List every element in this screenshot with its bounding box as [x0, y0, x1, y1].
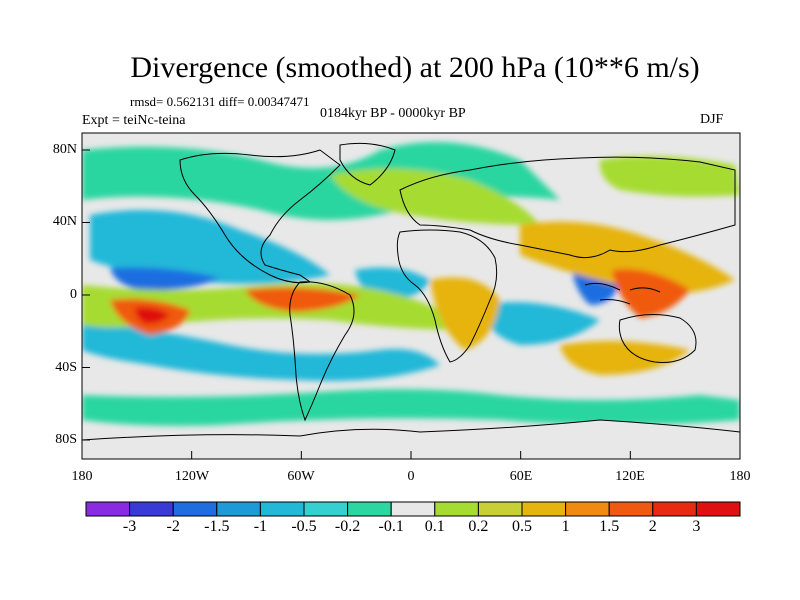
lat-label-80s: 80S: [55, 432, 77, 447]
pos-region-arctic: [599, 156, 740, 197]
coast-north-america: [179, 149, 341, 284]
colorbar-label: -1.5: [204, 518, 230, 535]
colorbar-label: -3: [122, 518, 137, 535]
colorbar-swatch: [172, 501, 218, 517]
lon-label-120w: 120W: [174, 469, 210, 484]
colorbar-swatch: [390, 501, 436, 517]
neg-region-pacific-eq: [110, 267, 220, 291]
colorbar-label: 0.2: [468, 518, 489, 535]
coast-eurasia: [399, 156, 736, 259]
colorbar-label: 3: [692, 518, 701, 535]
colorbar-label: 1: [561, 518, 570, 535]
colorbar-label: 1.5: [599, 518, 620, 535]
period-text: 0184kyr BP - 0000kyr BP: [320, 106, 466, 121]
coast-south-america: [289, 281, 355, 422]
lon-label-60e: 60E: [509, 469, 533, 484]
pos-region-asia: [520, 221, 735, 294]
colorbar-label: 0.5: [512, 518, 532, 535]
coast-greenland: [339, 142, 396, 186]
colorbar-swatch: [259, 501, 305, 517]
colorbar-label: -0.2: [334, 518, 361, 535]
plot-title: Divergence (smoothed) at 200 hPa (10**6 …: [130, 51, 700, 84]
pos-region-south-indian: [560, 341, 690, 375]
pos-region-north: [330, 168, 540, 225]
divergence-field: [82, 133, 740, 459]
colorbar-label: -1: [253, 518, 268, 535]
stats-text: rmsd= 0.562131 diff= 0.00347471: [130, 94, 310, 109]
pos-region-africa: [430, 277, 500, 350]
pos-region-south-pacific-core: [135, 307, 170, 325]
colorbar-swatch: [129, 501, 174, 517]
lat-label-40s: 40S: [55, 360, 77, 375]
coast-indonesia: [584, 282, 661, 305]
lat-tick-marks: [82, 149, 90, 441]
colorbar-swatch: [565, 501, 610, 517]
lon-label-180e: 180: [729, 469, 751, 484]
neg-region-south-pacific: [82, 320, 440, 381]
colorbar-swatch: [652, 501, 697, 517]
colorbar-swatch: [434, 501, 479, 517]
lon-label-0: 0: [407, 469, 415, 484]
colorbar-label: -0.1: [378, 518, 404, 535]
lat-label-80n: 80N: [52, 142, 77, 157]
neg-region-pacific-north: [90, 210, 330, 284]
coast-africa: [396, 229, 498, 363]
colorbar-swatch: [477, 501, 523, 517]
colorbar-label: -2: [166, 518, 180, 535]
lon-label-180w: 180: [71, 469, 93, 484]
lon-label-60w: 60W: [287, 469, 315, 484]
coast-antarctica: [82, 419, 740, 459]
coastlines: [82, 142, 740, 459]
lat-label-0: 0: [70, 287, 77, 302]
colorbar-swatch: [347, 501, 392, 517]
colorbar-label: 0.1: [424, 518, 445, 535]
neg-region-southern: [82, 389, 740, 426]
season-text: DJF: [700, 112, 724, 127]
colorbar-label: -0.5: [291, 518, 317, 535]
colorbar: [85, 501, 741, 517]
neg-region-indian-ocean: [480, 302, 600, 345]
colorbar-swatch: [695, 501, 741, 517]
colorbar-swatch: [303, 501, 349, 517]
colorbar-swatch: [521, 501, 567, 517]
colorbar-label: 2: [648, 518, 657, 535]
colorbar-swatch: [85, 501, 131, 517]
pos-region-maritime: [612, 269, 690, 318]
lat-label-40n: 40N: [52, 214, 77, 229]
colorbar-swatch: [216, 501, 261, 517]
lon-label-120e: 120E: [615, 469, 645, 484]
pos-region-south-america: [245, 287, 360, 312]
experiment-text: Expt = teiNc-teina: [82, 113, 186, 128]
colorbar-swatch: [608, 501, 654, 517]
lon-tick-marks: [81, 451, 741, 459]
coast-australia: [618, 314, 697, 363]
